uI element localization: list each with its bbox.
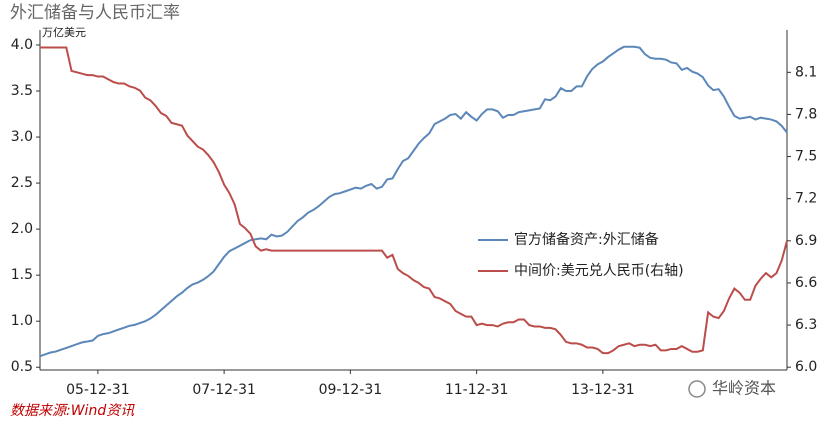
y2-tick-label: 8.1 <box>795 64 817 80</box>
watermark-icon <box>688 380 706 398</box>
y-tick-label: 1.5 <box>11 267 33 283</box>
x-tick-label: 07-12-31 <box>192 382 256 398</box>
y-tick-label: 4.0 <box>11 37 33 53</box>
y-tick-label: 3.0 <box>11 129 33 145</box>
y-tick-label: 3.5 <box>11 83 33 99</box>
y2-tick-label: 6.6 <box>795 275 817 291</box>
y2-tick-label: 7.8 <box>795 106 817 122</box>
series-line <box>40 46 788 355</box>
y-tick-label: 2.5 <box>11 175 33 191</box>
chart-title: 外汇储备与人民币汇率 <box>10 3 180 23</box>
series-line <box>39 45 788 358</box>
y2-tick-label: 6.0 <box>795 359 817 375</box>
source-note: 数据来源:Wind资讯 <box>10 403 135 419</box>
x-tick-label: 13-12-31 <box>571 382 635 398</box>
x-tick-label: 09-12-31 <box>319 382 383 398</box>
x-tick-label: 11-12-31 <box>445 382 509 398</box>
y2-tick-label: 6.3 <box>795 317 817 333</box>
y2-tick-label: 7.5 <box>795 149 817 165</box>
y-tick-label: 0.5 <box>11 359 33 375</box>
legend-label: 官方储备资产:外汇储备 <box>514 231 659 248</box>
legend-label: 中间价:美元兑人民币(右轴) <box>514 263 684 279</box>
x-tick-label: 05-12-31 <box>66 382 130 398</box>
y-tick-label: 1.0 <box>11 313 33 329</box>
y-axis-unit: 万亿美元 <box>42 26 86 39</box>
watermark: 华岭资本 <box>712 379 776 398</box>
y2-tick-label: 6.9 <box>795 233 817 249</box>
y-tick-label: 2.0 <box>11 221 33 237</box>
y2-tick-label: 7.2 <box>795 191 817 207</box>
